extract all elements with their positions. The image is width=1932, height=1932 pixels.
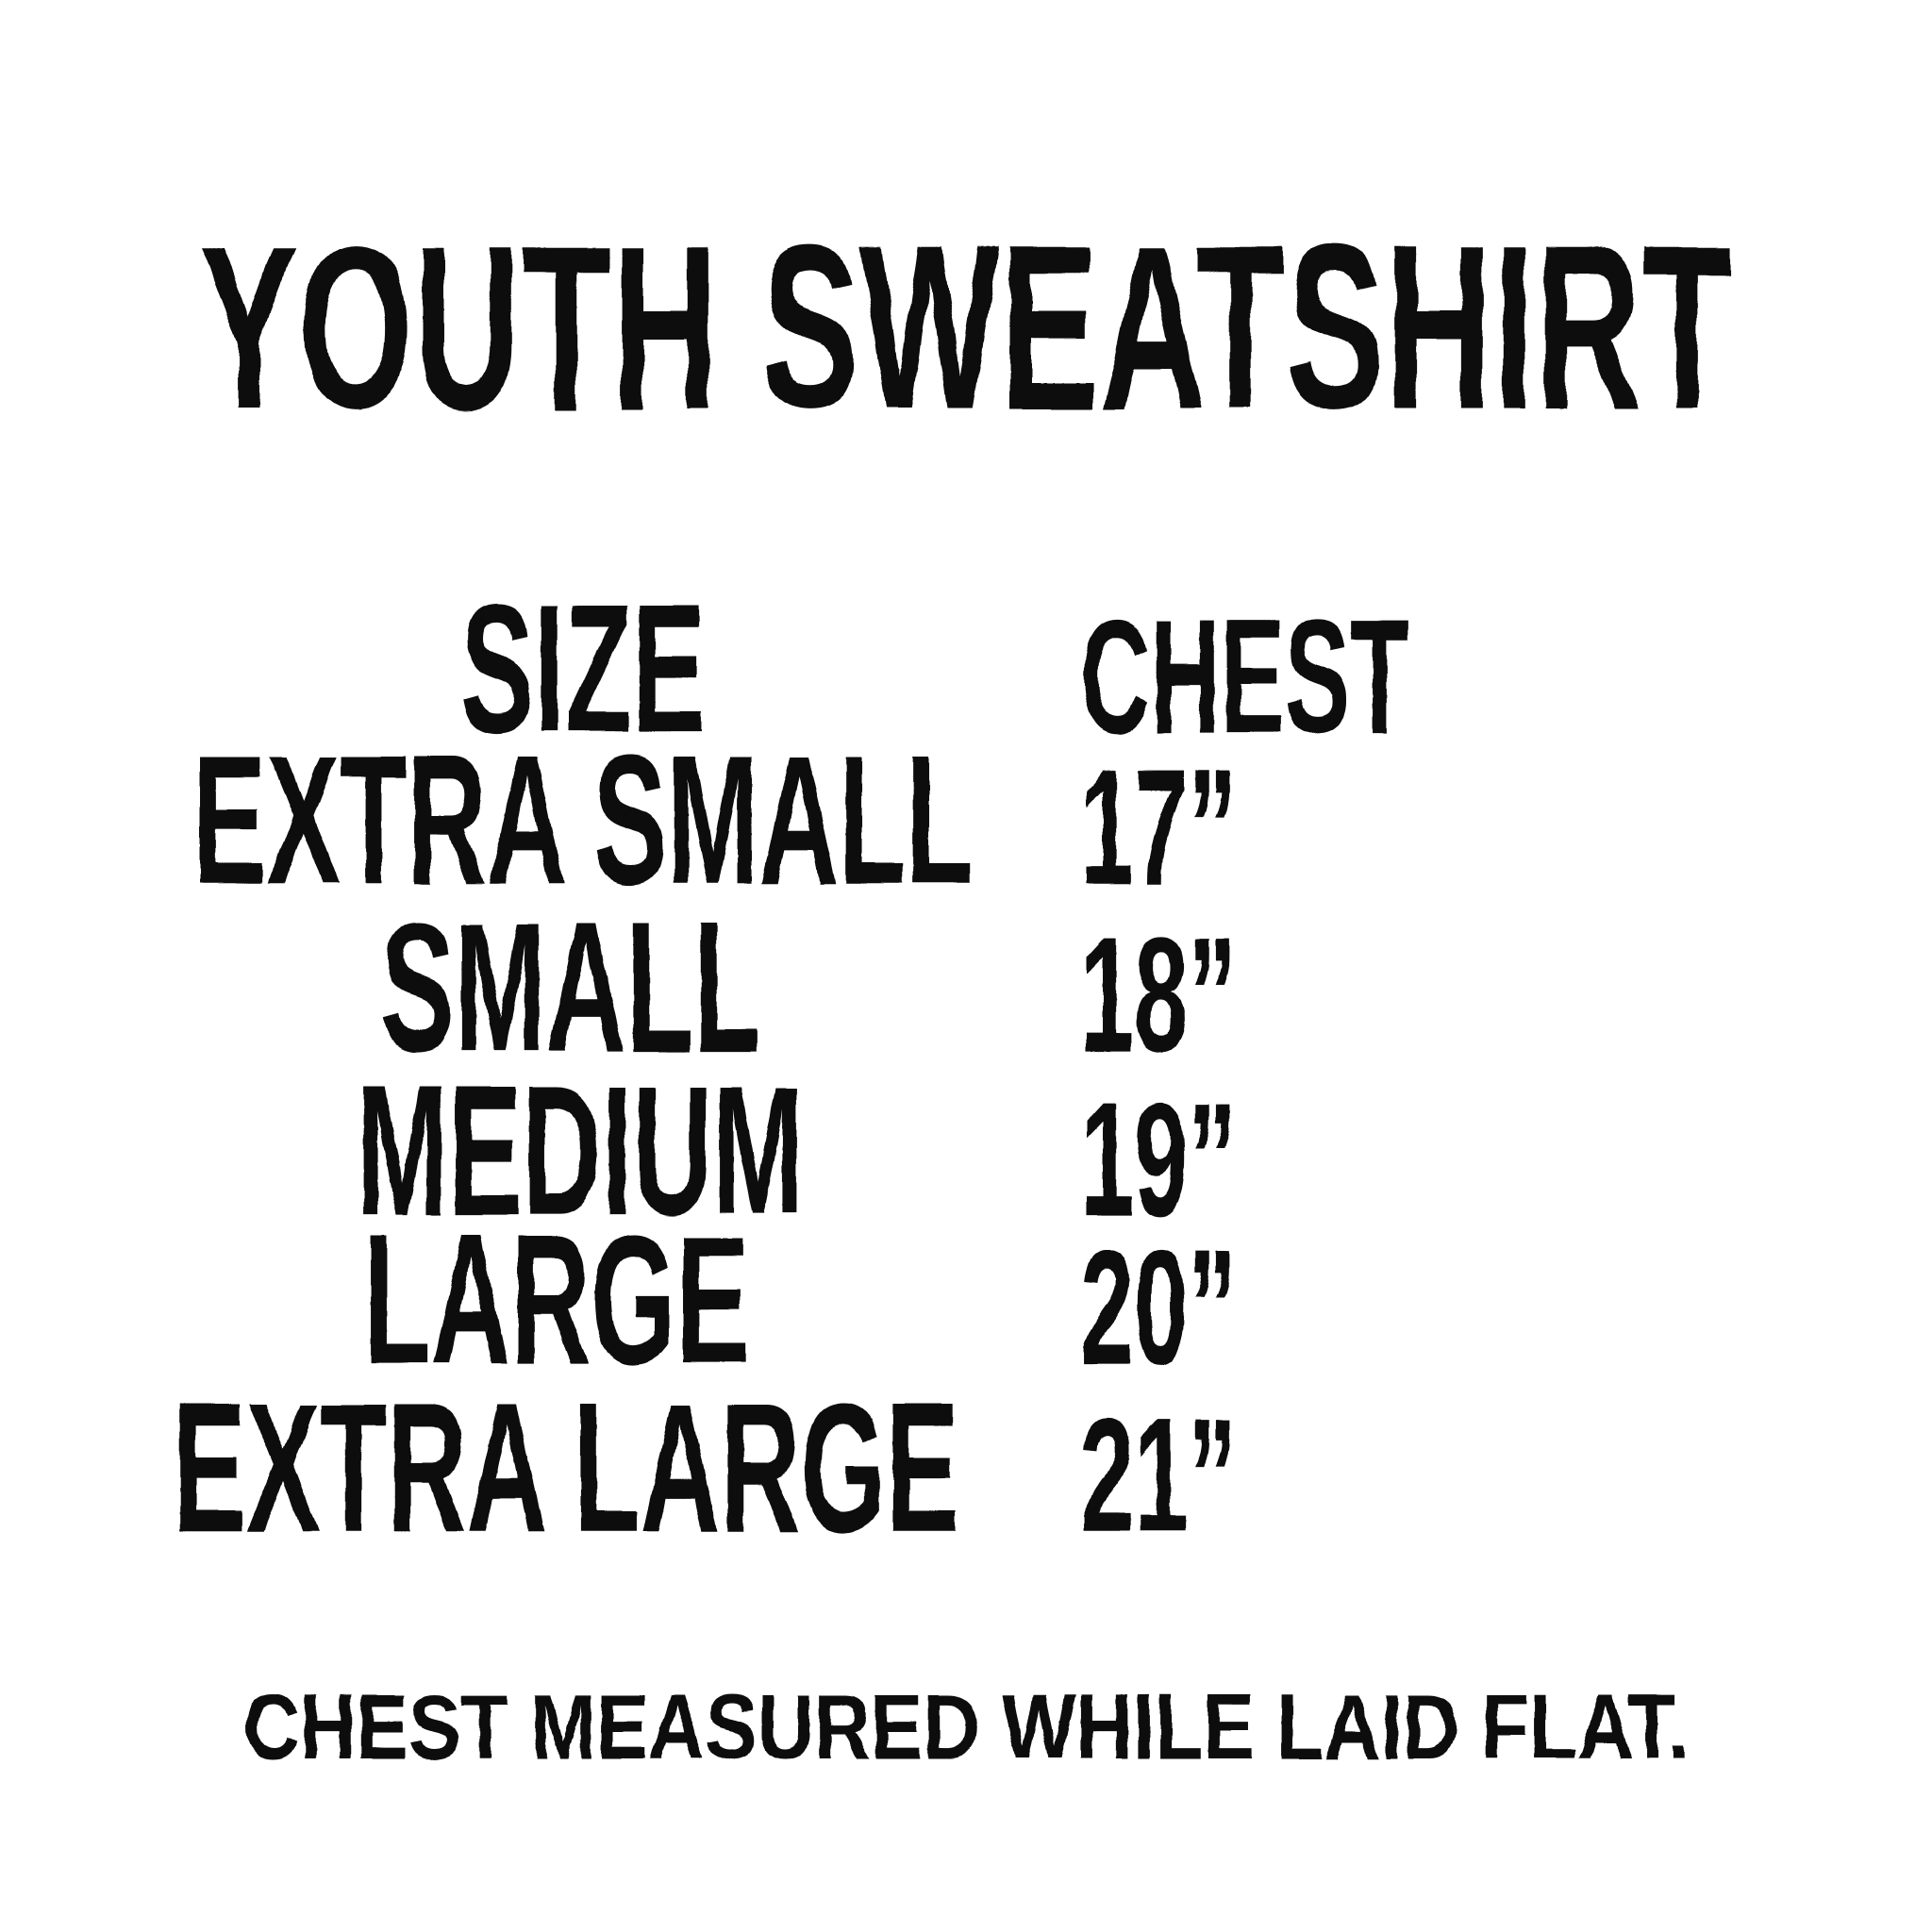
svg-text:EXTRA LARGE: EXTRA LARGE	[173, 1365, 959, 1571]
svg-text:CHEST MEASURED WHILE LAID FLAT: CHEST MEASURED WHILE LAID FLAT.	[243, 1676, 1690, 1779]
svg-text:21”: 21”	[1080, 1385, 1237, 1566]
svg-text:18”: 18”	[1080, 904, 1237, 1085]
svg-text:YOUTH SWEATSHIRT: YOUTH SWEATSHIRT	[199, 197, 1733, 458]
svg-text:20”: 20”	[1080, 1217, 1237, 1398]
svg-text:17”: 17”	[1080, 737, 1237, 918]
